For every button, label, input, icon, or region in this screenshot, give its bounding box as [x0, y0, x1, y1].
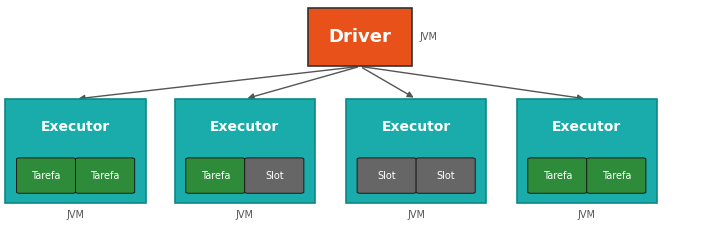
Text: JVM: JVM — [577, 210, 596, 220]
Text: Driver: Driver — [328, 28, 392, 46]
FancyBboxPatch shape — [346, 99, 487, 202]
FancyBboxPatch shape — [528, 158, 587, 193]
Text: Tarefa: Tarefa — [32, 171, 60, 181]
Text: Slot: Slot — [265, 171, 284, 181]
Text: Tarefa: Tarefa — [91, 171, 120, 181]
Text: JVM: JVM — [236, 210, 254, 220]
Text: Executor: Executor — [210, 120, 279, 134]
FancyBboxPatch shape — [186, 158, 245, 193]
Text: Slot: Slot — [436, 171, 455, 181]
FancyBboxPatch shape — [245, 158, 304, 193]
Text: JVM: JVM — [66, 210, 85, 220]
FancyBboxPatch shape — [76, 158, 135, 193]
Text: Executor: Executor — [382, 120, 451, 134]
FancyBboxPatch shape — [587, 158, 646, 193]
FancyBboxPatch shape — [357, 158, 416, 193]
Text: JVM: JVM — [408, 210, 425, 220]
FancyBboxPatch shape — [416, 158, 475, 193]
FancyBboxPatch shape — [17, 158, 76, 193]
FancyBboxPatch shape — [516, 99, 657, 202]
Text: Tarefa: Tarefa — [201, 171, 230, 181]
Text: Tarefa: Tarefa — [602, 171, 631, 181]
FancyBboxPatch shape — [308, 8, 412, 66]
Text: Executor: Executor — [552, 120, 621, 134]
Text: Tarefa: Tarefa — [543, 171, 572, 181]
FancyBboxPatch shape — [5, 99, 145, 202]
Text: Executor: Executor — [41, 120, 110, 134]
Text: Slot: Slot — [377, 171, 396, 181]
FancyBboxPatch shape — [175, 99, 315, 202]
Text: JVM: JVM — [419, 32, 438, 42]
